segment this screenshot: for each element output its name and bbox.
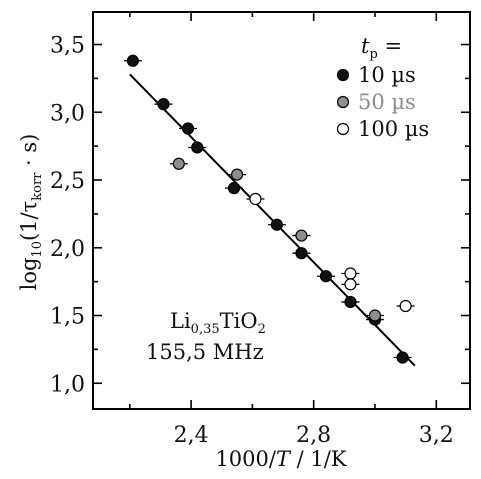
data-point [344,267,357,280]
data-point [344,278,357,291]
sample-frequency: 155,5 MHz [146,340,264,364]
legend-marker [336,68,350,82]
data-point [126,54,139,67]
data-point [396,351,409,364]
data-point [270,218,284,231]
data-point [181,122,195,135]
data-point [172,157,185,170]
sample-annotation: Li0,35TiO2 155,5 MHz [146,309,266,364]
x-tick-label: 2,8 [296,423,331,448]
y-tick-label: 3,0 [50,101,85,126]
y-tick-label: 2,0 [50,237,85,262]
series-2 [246,192,415,313]
y-axis-title: log10(1/τkorr · s) [17,134,45,291]
x-tick-label: 2,4 [174,423,209,448]
plot-frame [92,11,471,410]
data-point [344,295,357,309]
data-point [191,141,204,154]
legend-entries: 10 µs 50 µs 100 µs [336,63,429,141]
axis-ticks [93,12,470,409]
x-tick-label: 3,2 [419,423,454,448]
data-point [249,192,262,206]
y-tick-label: 2,5 [50,169,85,194]
legend-label: 100 µs [358,117,429,141]
series-1 [169,157,384,322]
y-tick-label: 1,5 [50,305,85,330]
data-point [230,168,244,181]
y-tick-label: 1,0 [50,372,85,397]
legend: tp = 10 µs 50 µs 100 µs [336,34,429,141]
legend-label: 10 µs [358,63,416,87]
data-point [295,247,308,260]
data-point [157,98,170,111]
data-point [319,270,333,283]
data-point [399,299,412,313]
legend-marker [336,95,350,109]
data-point [295,229,308,242]
sample-formula: Li0,35TiO2 [170,309,266,337]
x-axis-title: 1000/T / 1/K [215,447,346,471]
data-point [227,182,241,195]
tick-labels: 2,4 2,8 3,2 1,0 1,5 2,0 2,5 3,0 3,5 [50,34,454,448]
fit-line [129,73,416,367]
legend-title: tp = [361,34,402,62]
y-tick-label: 3,5 [50,34,85,59]
legend-label: 50 µs [358,90,416,114]
legend-marker [336,122,350,136]
data-point [368,309,382,322]
data-markers [123,54,415,364]
